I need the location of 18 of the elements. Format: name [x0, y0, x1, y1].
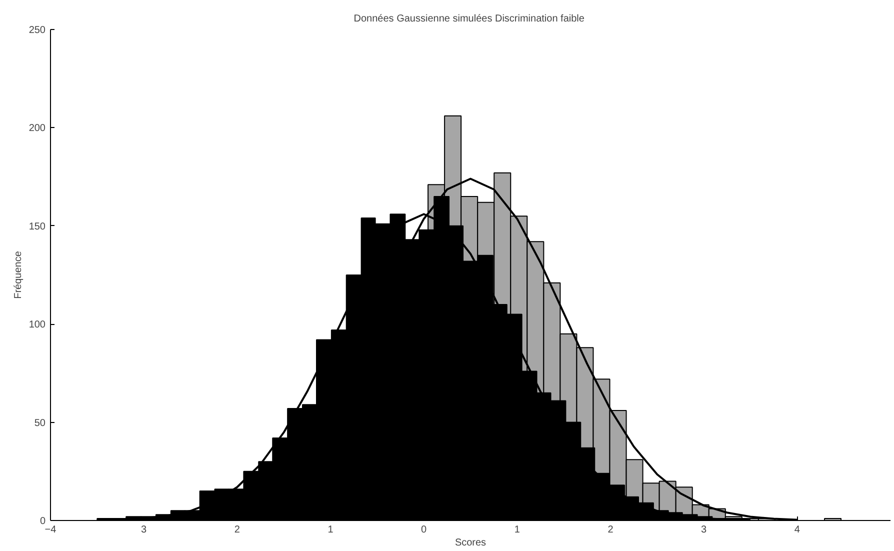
x-tick-label: 1 — [328, 524, 334, 536]
x-tick-label: 4 — [794, 524, 800, 536]
chart-title: Données Gaussienne simulées Discrimination faible — [354, 14, 585, 24]
x-tick-label: 3 — [141, 524, 148, 536]
x-tick-label: 3 — [701, 524, 708, 536]
x-tick-label: 1 — [514, 524, 520, 536]
y-tick-label: 150 — [28, 221, 46, 232]
y-tick-label: 250 — [28, 25, 46, 36]
y-tick-label: 0 — [40, 516, 46, 527]
y-tick-label: 100 — [28, 320, 46, 331]
y-axis-title: Fréquence — [12, 250, 24, 299]
y-tick-label: 50 — [34, 418, 46, 429]
x-tick-label: 2 — [234, 524, 240, 536]
x-tick-label: −4 — [44, 524, 57, 536]
x-axis-title: Scores — [454, 538, 486, 548]
x-tick-label: 0 — [421, 524, 428, 536]
y-tick-label: 200 — [28, 123, 46, 134]
x-tick-label: 2 — [608, 524, 614, 536]
